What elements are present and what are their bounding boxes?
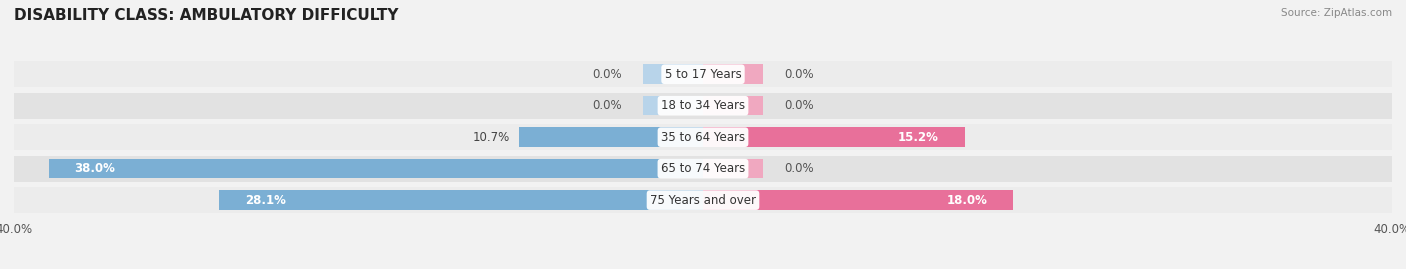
Text: 18 to 34 Years: 18 to 34 Years bbox=[661, 99, 745, 112]
Text: 38.0%: 38.0% bbox=[75, 162, 115, 175]
Text: 0.0%: 0.0% bbox=[785, 68, 814, 81]
Text: 35 to 64 Years: 35 to 64 Years bbox=[661, 131, 745, 144]
Bar bbox=[14, 93, 1392, 119]
Text: 0.0%: 0.0% bbox=[592, 68, 621, 81]
Text: 15.2%: 15.2% bbox=[898, 131, 939, 144]
Bar bbox=[703, 190, 1012, 210]
Text: 0.0%: 0.0% bbox=[785, 99, 814, 112]
Bar bbox=[703, 65, 763, 84]
Bar bbox=[703, 128, 965, 147]
Bar bbox=[14, 124, 1392, 150]
Text: 10.7%: 10.7% bbox=[472, 131, 510, 144]
Text: 18.0%: 18.0% bbox=[946, 194, 987, 207]
Text: 75 Years and over: 75 Years and over bbox=[650, 194, 756, 207]
Text: 0.0%: 0.0% bbox=[785, 162, 814, 175]
Text: 65 to 74 Years: 65 to 74 Years bbox=[661, 162, 745, 175]
Text: Source: ZipAtlas.com: Source: ZipAtlas.com bbox=[1281, 8, 1392, 18]
Text: 28.1%: 28.1% bbox=[245, 194, 285, 207]
Bar bbox=[219, 190, 703, 210]
Bar bbox=[519, 128, 703, 147]
Bar bbox=[14, 187, 1392, 213]
Bar bbox=[48, 159, 703, 178]
Text: DISABILITY CLASS: AMBULATORY DIFFICULTY: DISABILITY CLASS: AMBULATORY DIFFICULTY bbox=[14, 8, 398, 23]
Bar bbox=[643, 65, 703, 84]
Text: 0.0%: 0.0% bbox=[592, 99, 621, 112]
Bar bbox=[14, 156, 1392, 182]
Bar bbox=[703, 96, 763, 115]
Text: 5 to 17 Years: 5 to 17 Years bbox=[665, 68, 741, 81]
Bar bbox=[643, 96, 703, 115]
Bar bbox=[703, 159, 763, 178]
Bar bbox=[14, 61, 1392, 87]
